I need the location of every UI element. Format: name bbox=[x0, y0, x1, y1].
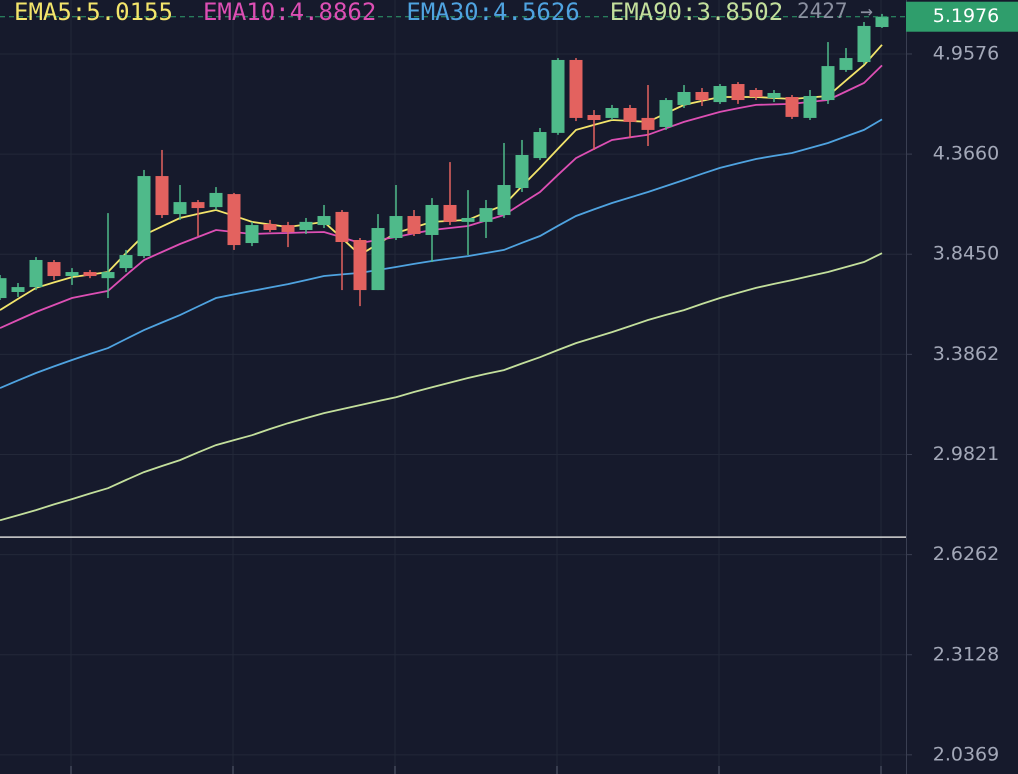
candle-body bbox=[227, 194, 241, 246]
candle-body bbox=[479, 208, 493, 222]
candle-body bbox=[443, 204, 457, 222]
ema-line bbox=[0, 118, 883, 389]
ema-line bbox=[0, 252, 883, 522]
candle-body bbox=[101, 272, 115, 279]
candle-body bbox=[407, 216, 421, 234]
candle-body bbox=[29, 259, 43, 288]
candle-body bbox=[623, 108, 637, 122]
candle-body bbox=[659, 100, 673, 127]
candle-body bbox=[191, 202, 205, 209]
candle-body bbox=[65, 272, 79, 277]
candle-body bbox=[875, 16, 889, 28]
y-tick-label: 2.6262 bbox=[933, 543, 999, 565]
candle-body bbox=[83, 272, 97, 277]
y-tick-label: 2.9821 bbox=[933, 443, 999, 465]
y-tick-label: 2.3128 bbox=[933, 643, 999, 665]
candle-body bbox=[281, 225, 295, 232]
candle-body bbox=[119, 255, 133, 269]
annotation: 2427 → bbox=[797, 0, 873, 23]
candle-body bbox=[47, 262, 61, 277]
y-tick-label: 3.8450 bbox=[933, 243, 999, 265]
candle-body bbox=[353, 240, 367, 291]
candle-body bbox=[335, 211, 349, 243]
candle-body bbox=[605, 108, 619, 118]
candle-body bbox=[497, 185, 511, 216]
candle-body bbox=[641, 117, 655, 130]
y-tick-label: 3.3862 bbox=[933, 343, 999, 365]
candle-body bbox=[0, 278, 7, 299]
candle-body bbox=[245, 225, 259, 244]
candle-body bbox=[425, 204, 439, 235]
last-price-label: 5.1976 bbox=[933, 5, 999, 27]
candle-body bbox=[749, 89, 763, 98]
ema-line bbox=[0, 64, 883, 329]
candle-body bbox=[137, 176, 151, 257]
legend-entry: EMA30:4.5626 bbox=[406, 0, 579, 26]
candle-body bbox=[173, 202, 187, 215]
candle-body bbox=[821, 66, 835, 101]
candle-body bbox=[839, 58, 853, 70]
candle-body bbox=[11, 287, 25, 293]
candle-body bbox=[569, 59, 583, 118]
last-price-box bbox=[906, 1, 1018, 32]
candle-body bbox=[551, 59, 565, 133]
candle-body bbox=[209, 192, 223, 208]
candle-body bbox=[857, 25, 871, 63]
legend-entry: EMA5:5.0155 bbox=[14, 0, 173, 26]
candle-body bbox=[389, 216, 403, 238]
candle-body bbox=[803, 96, 817, 118]
candle-body bbox=[317, 216, 331, 226]
candle-body bbox=[299, 221, 313, 231]
candle-body bbox=[767, 92, 781, 99]
candle-body bbox=[533, 132, 547, 159]
candle-body bbox=[695, 91, 709, 101]
candle-body bbox=[713, 86, 727, 103]
candle-body bbox=[263, 224, 277, 231]
candle-body bbox=[587, 115, 601, 121]
candles bbox=[0, 13, 889, 307]
candle-body bbox=[677, 91, 691, 105]
candle-body bbox=[515, 154, 529, 189]
y-tick-label: 4.9576 bbox=[933, 42, 999, 64]
candle-body bbox=[731, 84, 745, 101]
candle-body bbox=[461, 217, 475, 222]
y-tick-label: 2.0369 bbox=[933, 743, 999, 765]
y-tick-label: 4.3660 bbox=[933, 143, 999, 165]
legend-entry: EMA90:3.8502 bbox=[610, 0, 783, 26]
candle-body bbox=[785, 97, 799, 117]
legend-entry: EMA10:4.8862 bbox=[203, 0, 376, 26]
candle-body bbox=[155, 176, 169, 216]
candle-body bbox=[371, 228, 385, 291]
